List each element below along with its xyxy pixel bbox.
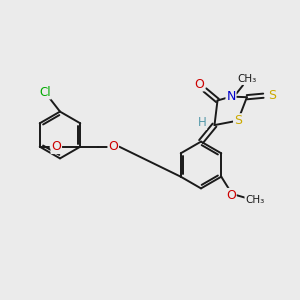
- Text: S: S: [234, 114, 242, 127]
- Text: H: H: [197, 116, 206, 129]
- Text: CH₃: CH₃: [238, 74, 257, 84]
- Text: S: S: [268, 89, 276, 102]
- Text: O: O: [195, 77, 204, 91]
- Text: CH₃: CH₃: [245, 195, 265, 205]
- Text: O: O: [226, 189, 236, 202]
- Text: O: O: [51, 140, 61, 153]
- Text: O: O: [108, 140, 118, 153]
- Text: N: N: [226, 90, 236, 103]
- Text: Cl: Cl: [39, 85, 51, 99]
